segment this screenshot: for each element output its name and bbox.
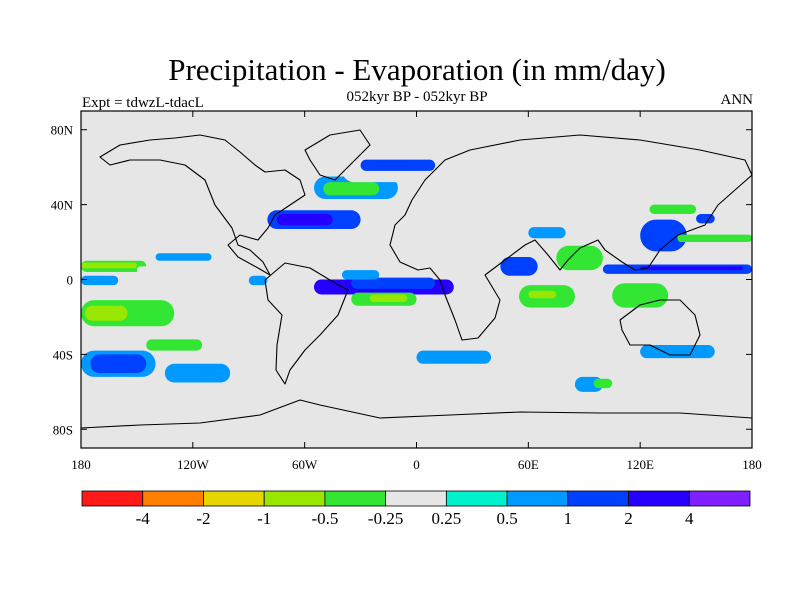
colorbar-label-5: 0.25 xyxy=(431,509,461,528)
colorbar-swatch-9 xyxy=(628,490,690,507)
pe-region-7 xyxy=(146,339,203,351)
colorbar-swatch-10 xyxy=(688,490,751,507)
coastline-australia xyxy=(619,299,701,356)
y-tick-label-3: 40S xyxy=(53,347,73,362)
axis-ticks: 180 120W 60W 0 60E 120E 180 80N 40N 0 40S 80S xyxy=(51,111,762,472)
pe-region-23 xyxy=(528,290,557,299)
period-label: 052kyr BP - 052kyr BP xyxy=(346,89,488,105)
pe-region-25 xyxy=(556,245,603,271)
coastline-antarctica xyxy=(81,399,752,429)
pe-region-37 xyxy=(593,378,613,389)
colorbar-swatch-5 xyxy=(385,490,447,507)
x-tick-label-4: 60E xyxy=(518,457,539,472)
pe-region-2 xyxy=(136,266,212,274)
coastline-eurasia-africa xyxy=(389,134,752,341)
season-label: ANN xyxy=(720,92,754,108)
figure-title: Precipitation - Evaporation (in mm/day) xyxy=(168,52,666,87)
x-tick-label-3: 0 xyxy=(413,457,420,472)
colorbar-swatch-1 xyxy=(142,490,204,507)
colorbar-swatch-6 xyxy=(445,490,508,507)
pe-region-29 xyxy=(612,283,669,308)
colorbar-swatch-2 xyxy=(203,490,265,507)
experiment-label: Expt = tdwzL-tdacL xyxy=(82,95,204,111)
pe-region-6 xyxy=(90,354,147,374)
y-tick-label-0: 80N xyxy=(51,123,74,138)
pe-region-38 xyxy=(696,213,715,224)
pe-region-31 xyxy=(649,204,697,214)
pe-region-24 xyxy=(500,257,538,276)
colorbar: -4 -2 -1 -0.5 -0.25 0.25 0.5 1 2 4 xyxy=(81,490,751,528)
colorbar-swatch-7 xyxy=(506,490,569,507)
pe-region-39 xyxy=(248,275,268,286)
pe-region-4 xyxy=(84,305,128,321)
pe-region-33 xyxy=(640,345,715,359)
pe-region-9 xyxy=(155,253,212,261)
pe-region-34 xyxy=(164,363,231,383)
colorbar-label-4: -0.25 xyxy=(368,509,403,528)
x-tick-label-1: 120W xyxy=(177,457,210,472)
pe-region-35 xyxy=(416,350,492,364)
colorbar-label-3: -0.5 xyxy=(311,509,338,528)
pe-region-1 xyxy=(81,262,137,269)
y-tick-label-1: 40N xyxy=(51,198,74,213)
colorbar-label-0: -4 xyxy=(136,509,151,528)
colorbar-label-2: -1 xyxy=(257,509,271,528)
colorbar-swatch-4 xyxy=(324,490,387,507)
y-tick-label-4: 80S xyxy=(53,422,73,437)
x-tick-label-6: 180 xyxy=(742,457,762,472)
pe-region-32 xyxy=(677,234,752,243)
pe-region-11 xyxy=(276,213,333,226)
colorbar-swatch-8 xyxy=(567,490,629,507)
coastline-south-america xyxy=(264,262,349,385)
colorbar-label-6: 0.5 xyxy=(496,509,517,528)
colorbar-label-9: 4 xyxy=(685,509,694,528)
colorbar-label-7: 1 xyxy=(564,509,573,528)
coastline-north-america xyxy=(99,134,306,276)
colorbar-label-1: -2 xyxy=(196,509,210,528)
y-tick-label-2: 0 xyxy=(67,273,74,288)
x-tick-label-2: 60W xyxy=(292,457,318,472)
colorbar-label-8: 2 xyxy=(624,509,633,528)
pe-region-15 xyxy=(360,159,436,171)
colorbar-swatch-0 xyxy=(81,490,144,507)
pe-region-30 xyxy=(640,219,687,252)
pe-region-19 xyxy=(369,294,408,302)
coastline-greenland xyxy=(304,129,371,181)
pe-region-28 xyxy=(640,266,743,271)
x-tick-label-0: 180 xyxy=(71,457,91,472)
pe-region-13 xyxy=(323,182,380,196)
pe-field-layer xyxy=(81,157,752,392)
colorbar-swatch-3 xyxy=(263,490,326,507)
coastline-layer xyxy=(81,129,752,429)
pe-region-8 xyxy=(81,275,119,286)
pe-region-26 xyxy=(528,227,566,239)
pe-region-17 xyxy=(351,277,436,289)
x-tick-label-5: 120E xyxy=(626,457,654,472)
pe-region-20 xyxy=(341,270,380,280)
